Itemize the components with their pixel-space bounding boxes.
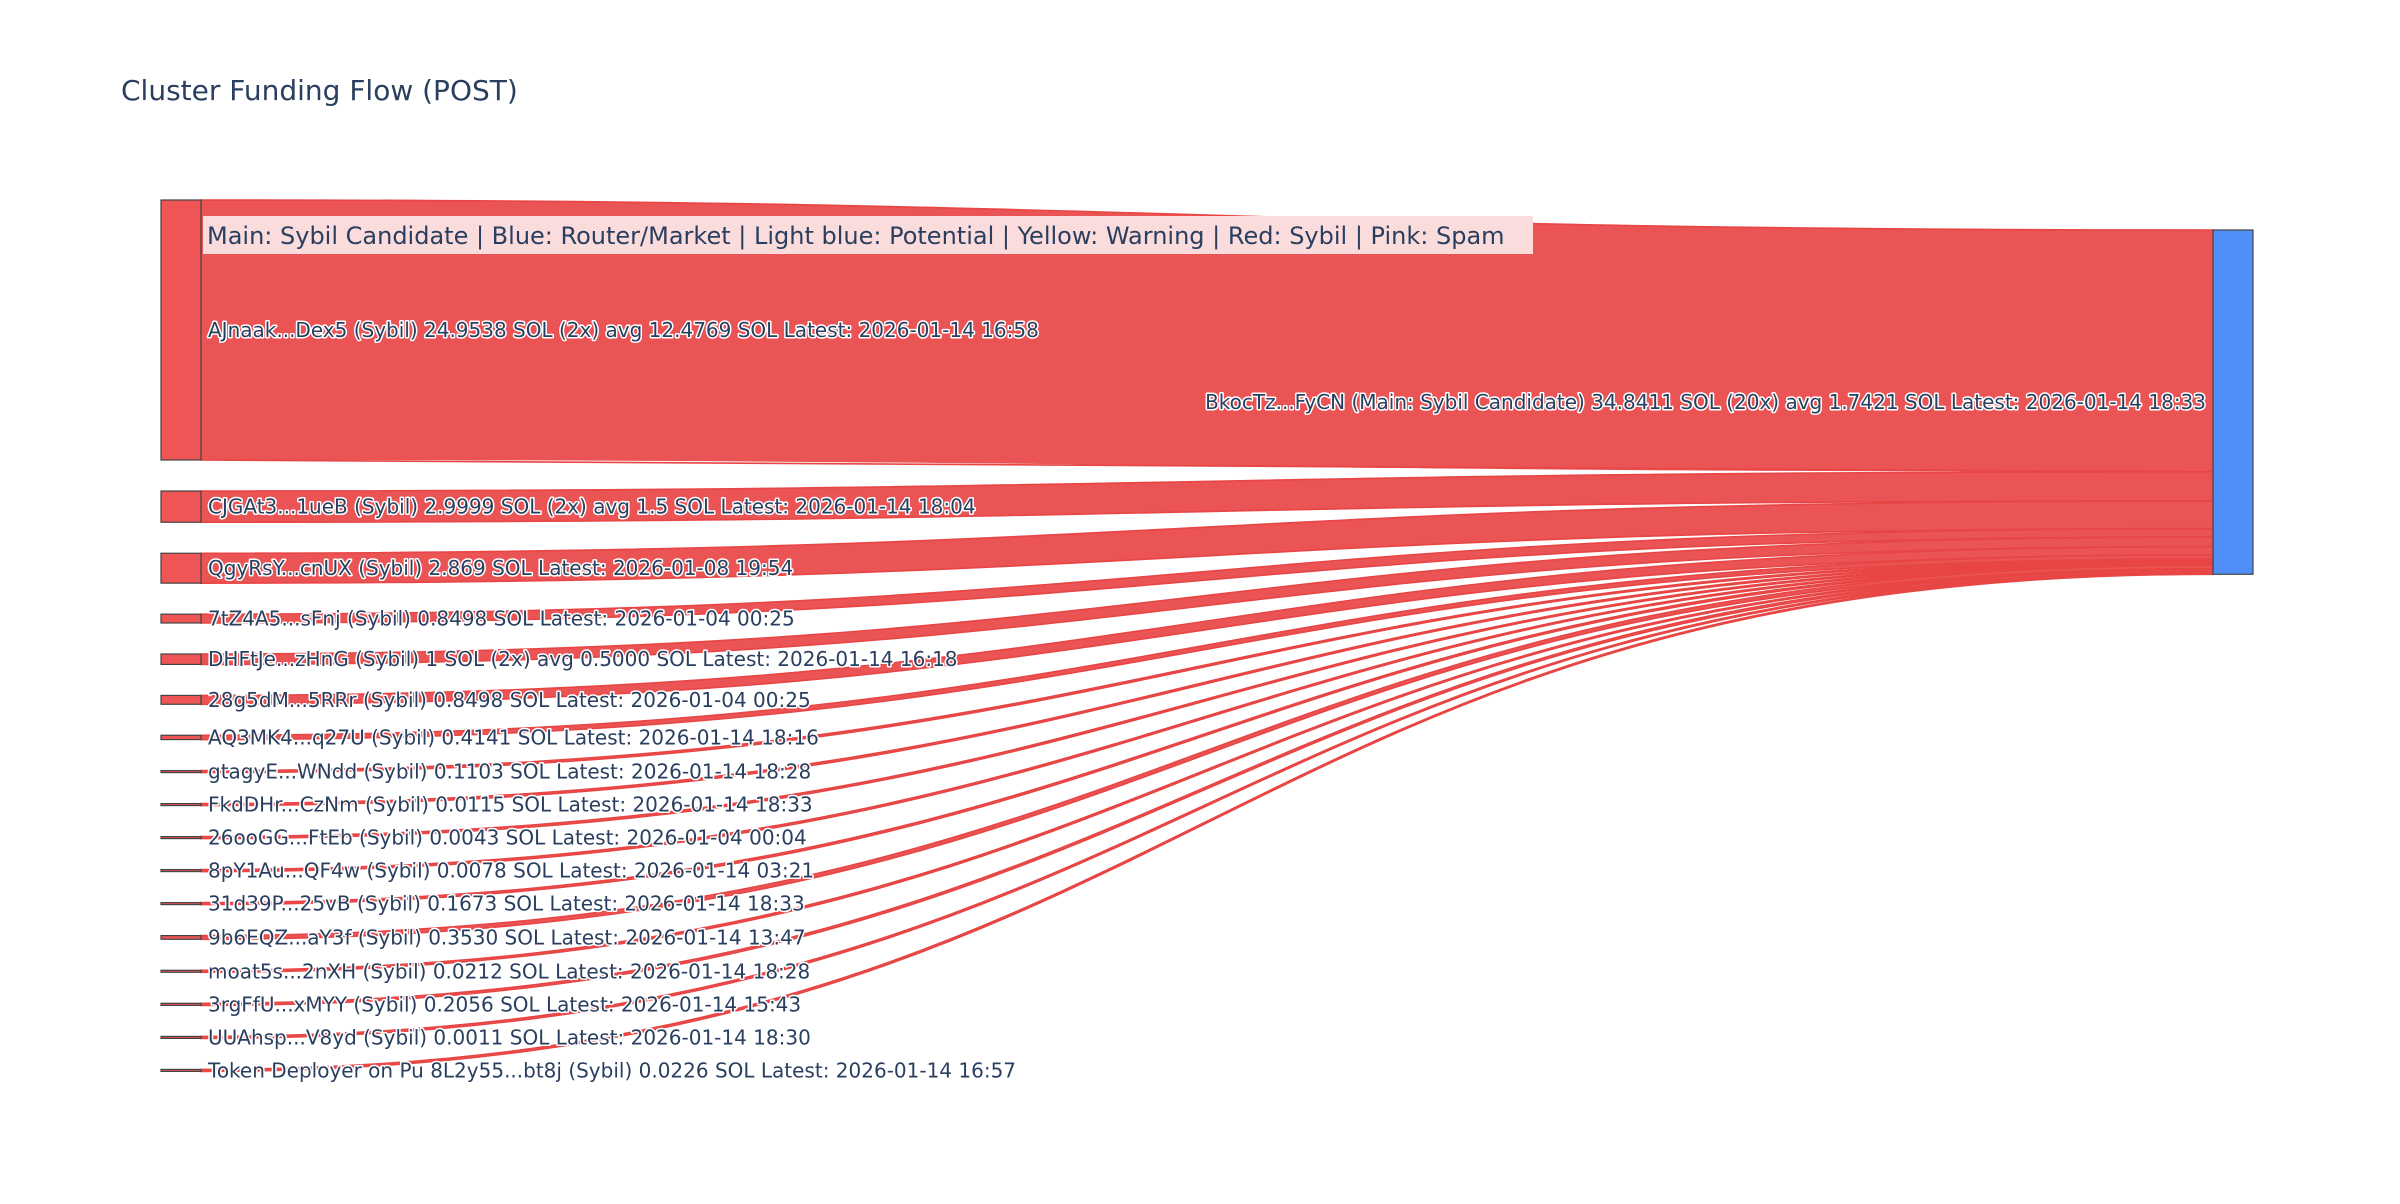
source-node-ajnaak-dex5[interactable] xyxy=(160,199,202,461)
source-node-9b6eqz-ay3f[interactable] xyxy=(160,934,202,940)
source-label-qgyrsy-cnux: QgyRsY...cnUX (Sybil) 2.869 SOL Latest: … xyxy=(208,556,793,580)
legend-layer: Main: Sybil Candidate | Blue: Router/Mar… xyxy=(203,216,1533,254)
source-label-7tz4a5-sfnj: 7tZ4A5...sFnj (Sybil) 0.8498 SOL Latest:… xyxy=(208,607,795,631)
chart-title: Cluster Funding Flow (POST) xyxy=(121,74,518,107)
source-label-fkddhr-cznm: FkdDHr...CzNm (Sybil) 0.0115 SOL Latest:… xyxy=(208,793,813,817)
source-label-ajnaak-dex5: AJnaak...Dex5 (Sybil) 24.9538 SOL (2x) a… xyxy=(208,318,1039,342)
source-node-gtagye-wndd[interactable] xyxy=(160,769,202,774)
source-label-3rgffu-xmyy: 3rgFfU...xMYY (Sybil) 0.2056 SOL Latest:… xyxy=(208,992,801,1016)
legend-background xyxy=(203,216,1533,254)
source-label-gtagye-wndd: gtagyE...WNdd (Sybil) 0.1103 SOL Latest:… xyxy=(208,760,811,784)
source-label-aq3mk4-q27u: AQ3MK4...q27U (Sybil) 0.4141 SOL Latest:… xyxy=(208,725,819,749)
source-node-28g5dm-5rrr[interactable] xyxy=(160,694,202,705)
target-label: BkocTz...FyCN (Main: Sybil Candidate) 34… xyxy=(1205,390,2206,414)
source-node-8py1au-qf4w[interactable] xyxy=(160,868,202,873)
source-label-28g5dm-5rrr: 28g5dM...5RRr (Sybil) 0.8498 SOL Latest:… xyxy=(208,688,811,712)
source-label-cjgat3-1ueb: CJGAt3...1ueB (Sybil) 2.9999 SOL (2x) av… xyxy=(208,495,976,519)
source-node-dhftje-zhng[interactable] xyxy=(160,653,202,666)
source-node-8l2y55-bt8j[interactable] xyxy=(160,1068,202,1073)
source-label-moat5s-2nxh: moat5s...2nXH (Sybil) 0.0212 SOL Latest:… xyxy=(208,959,810,983)
source-label-8l2y55-bt8j: Token Deployer on Pu 8L2y55...bt8j (Sybi… xyxy=(207,1058,1016,1082)
source-node-uuahsp-v8yd[interactable] xyxy=(160,1035,202,1040)
source-label-dhftje-zhng: DHFtJe...zHnG (Sybil) 1 SOL (2x) avg 0.5… xyxy=(208,647,958,671)
source-label-uuahsp-v8yd: UUAhsp...V8yd (Sybil) 0.0011 SOL Latest:… xyxy=(208,1025,811,1049)
links-layer xyxy=(200,199,2214,1073)
source-node-moat5s-2nxh[interactable] xyxy=(160,969,202,973)
source-label-31d39p-25vb: 31d39P...25vB (Sybil) 0.1673 SOL Latest:… xyxy=(208,892,805,916)
source-label-9b6eqz-ay3f: 9b6EQZ...aY3f (Sybil) 0.3530 SOL Latest:… xyxy=(208,925,806,949)
source-node-26oogg-fteb[interactable] xyxy=(160,835,202,840)
source-label-26oogg-fteb: 26ooGG...FtEb (Sybil) 0.0043 SOL Latest:… xyxy=(208,826,807,850)
source-node-fkddhr-cznm[interactable] xyxy=(160,802,202,807)
nodes-layer xyxy=(160,199,2254,1073)
source-node-7tz4a5-sfnj[interactable] xyxy=(160,613,202,624)
source-node-cjgat3-1ueb[interactable] xyxy=(160,490,202,523)
source-node-aq3mk4-q27u[interactable] xyxy=(160,734,202,741)
target-node-bkoctz-fycn[interactable] xyxy=(2212,229,2254,575)
source-node-qgyrsy-cnux[interactable] xyxy=(160,552,202,584)
labels-layer: AJnaak...Dex5 (Sybil) 24.9538 SOL (2x) a… xyxy=(206,317,2208,1084)
source-node-31d39p-25vb[interactable] xyxy=(160,901,202,906)
source-node-3rgffu-xmyy[interactable] xyxy=(160,1002,202,1007)
source-label-8py1au-qf4w: 8pY1Au...QF4w (Sybil) 0.0078 SOL Latest:… xyxy=(208,859,814,883)
legend-text: Main: Sybil Candidate | Blue: Router/Mar… xyxy=(207,222,1505,250)
